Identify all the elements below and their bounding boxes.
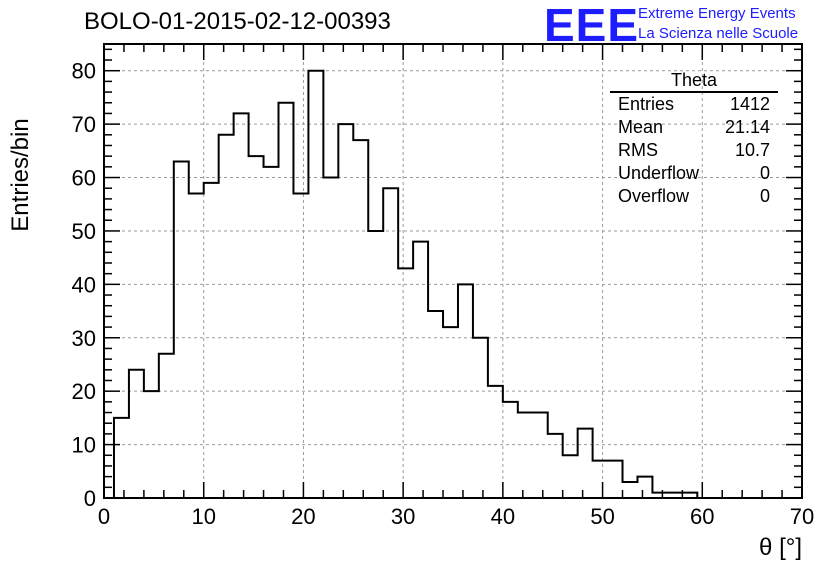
y-tick-label: 50 [72, 219, 96, 244]
x-tick-label: 50 [590, 504, 614, 529]
stats-label: RMS [618, 140, 658, 160]
grid-lines [104, 44, 802, 498]
x-tick-label: 40 [491, 504, 515, 529]
stats-value: 21.14 [724, 117, 770, 137]
stats-value: 1412 [729, 94, 770, 114]
plot-title: BOLO-01-2015-02-12-00393 [84, 8, 391, 35]
stats-value: 0 [759, 186, 770, 206]
y-tick-label: 70 [72, 112, 96, 137]
x-tick-label: 0 [98, 504, 110, 529]
axis-ticks: 0 10 20 30 40 50 60 70 0 10 20 30 40 50 60 70 80 [72, 44, 814, 529]
stats-value: 10.7 [734, 140, 770, 160]
x-tick-label: 10 [191, 504, 215, 529]
stats-row-underflow: Underflow 0 [610, 162, 778, 185]
x-tick-label: 30 [391, 504, 415, 529]
x-axis-label: θ [°] [759, 534, 802, 561]
y-tick-label: 30 [72, 326, 96, 351]
y-tick-label: 40 [72, 272, 96, 297]
logo-text-line2: La Scienza nelle Scuole [638, 25, 799, 42]
x-tick-label: 70 [790, 504, 814, 529]
y-tick-label: 60 [72, 166, 96, 191]
x-tick-label: 20 [291, 504, 315, 529]
stats-label: Underflow [618, 163, 700, 183]
stats-title: Theta [610, 70, 778, 93]
x-tick-label: 60 [690, 504, 714, 529]
stats-row-entries: Entries 1412 [610, 93, 778, 116]
stats-row-overflow: Overflow 0 [610, 185, 778, 208]
stats-row-rms: RMS 10.7 [610, 139, 778, 162]
stats-value: 0 [759, 163, 770, 183]
y-tick-label: 0 [84, 486, 96, 511]
stats-box: Theta Entries 1412 Mean 21.14 RMS 10.7 U… [610, 70, 778, 208]
y-tick-label: 80 [72, 59, 96, 84]
logo-text-line1: Extreme Energy Events [638, 5, 796, 22]
eee-logo: EEE [544, 0, 640, 51]
stats-label: Mean [618, 117, 664, 137]
plot-frame [103, 43, 803, 499]
stats-label: Overflow [618, 186, 690, 206]
stats-row-mean: Mean 21.14 [610, 116, 778, 139]
y-tick-label: 20 [72, 379, 96, 404]
y-tick-label: 10 [72, 433, 96, 458]
stats-label: Entries [618, 94, 675, 114]
histogram-outline [112, 69, 699, 498]
